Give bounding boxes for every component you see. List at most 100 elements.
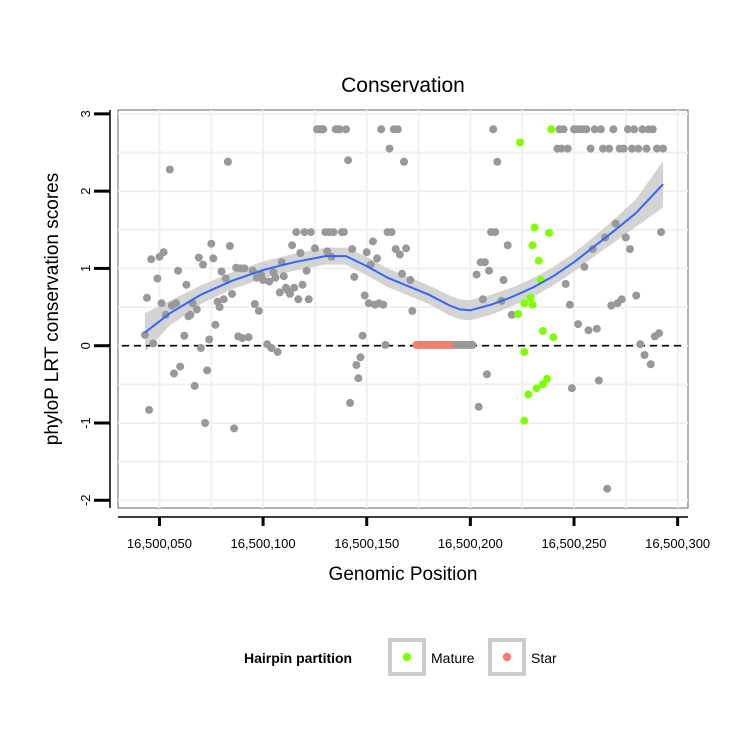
data-point-other <box>296 249 305 257</box>
data-point-mature <box>538 327 547 335</box>
data-point-other <box>482 370 491 379</box>
y-tick-label: 1 <box>78 265 93 272</box>
data-point-other <box>561 279 570 288</box>
y-axis-label: phyloP LRT conservation scores <box>42 173 63 446</box>
data-point-other <box>350 272 359 281</box>
data-point-other <box>356 353 365 362</box>
legend-marker-mature <box>402 652 412 662</box>
data-point-other <box>205 335 214 344</box>
data-point-other <box>559 125 568 134</box>
x-axis-label: Genomic Position <box>329 564 478 585</box>
data-point-other <box>567 384 576 393</box>
data-point-other <box>323 247 332 256</box>
data-point-other <box>368 237 377 246</box>
data-point-other <box>594 376 603 385</box>
data-point-other <box>265 277 274 286</box>
data-point-other <box>636 340 645 349</box>
data-point-mature <box>520 299 529 308</box>
data-point-other <box>143 293 151 302</box>
data-point-other <box>563 144 572 153</box>
legend-label-mature: Mature <box>431 650 475 666</box>
data-point-other <box>400 157 408 166</box>
data-point-other <box>503 241 512 250</box>
data-point-other <box>393 125 402 134</box>
data-point-other <box>468 340 477 349</box>
data-point-other <box>373 254 382 263</box>
data-point-other <box>638 125 647 134</box>
data-point-other <box>223 157 232 166</box>
data-point-mature <box>532 384 541 393</box>
data-point-other <box>302 266 311 275</box>
data-point-other <box>339 228 348 237</box>
data-point-other <box>250 300 259 308</box>
data-point-other <box>354 374 363 383</box>
x-axis: 16,500,050 16,500,100 16,500,150 16,500,200… <box>118 516 710 551</box>
data-point-other <box>574 320 583 329</box>
data-point-other <box>398 269 406 278</box>
data-point-other <box>176 362 185 371</box>
data-point-other <box>244 333 253 342</box>
data-point-other <box>485 266 493 275</box>
data-point-other <box>346 398 355 407</box>
plot-panel <box>117 109 689 509</box>
data-point-other <box>286 289 294 298</box>
data-point-other <box>557 144 566 153</box>
data-point-other <box>489 125 498 134</box>
data-point-other <box>306 228 315 237</box>
data-point-other <box>145 405 154 414</box>
data-point-other <box>165 165 174 174</box>
data-point-other <box>657 228 666 237</box>
data-point-other <box>632 291 641 300</box>
data-point-mature <box>520 416 529 425</box>
data-point-other <box>607 301 616 310</box>
data-point-other <box>211 320 220 329</box>
data-point-other <box>149 339 158 348</box>
data-point-other <box>157 299 166 308</box>
x-tick-label: 16,500,050 <box>127 536 192 551</box>
y-tick-label: 2 <box>78 188 93 195</box>
data-point-other <box>225 242 234 250</box>
y-tick-label: 3 <box>78 110 93 117</box>
chart-title: Conservation <box>341 74 465 97</box>
data-point-other <box>499 276 508 284</box>
y-tick-label: 0 <box>78 342 93 349</box>
data-point-other <box>364 299 373 308</box>
data-point-other <box>180 331 189 340</box>
data-point-other <box>238 334 247 342</box>
data-point-other <box>655 329 663 338</box>
data-point-other <box>273 347 282 356</box>
data-point-other <box>646 360 655 369</box>
data-point-other <box>358 331 367 340</box>
data-point-other <box>634 144 643 153</box>
data-point-other <box>395 250 404 259</box>
data-point-other <box>472 270 481 279</box>
data-point-other <box>221 274 230 283</box>
data-point-other <box>279 272 288 281</box>
data-point-other <box>310 244 319 253</box>
data-point-other <box>254 306 263 315</box>
data-point-other <box>196 344 205 352</box>
data-point-other <box>360 291 369 300</box>
data-point-other <box>406 276 415 284</box>
x-tick-label: 16,500,300 <box>645 536 710 551</box>
data-point-other <box>648 125 657 134</box>
data-point-mature <box>549 333 558 342</box>
x-tick-label: 16,500,250 <box>541 536 606 551</box>
data-point-other <box>626 245 634 254</box>
data-point-mature <box>528 300 537 309</box>
data-point-other <box>290 283 299 292</box>
data-point-other <box>621 233 630 242</box>
data-point-mature <box>520 347 529 356</box>
data-point-other <box>599 144 607 153</box>
data-point-other <box>586 144 595 153</box>
data-point-other <box>174 266 183 275</box>
data-point-other <box>215 303 224 312</box>
y-tick-label: -1 <box>78 417 93 429</box>
data-point-other <box>379 300 388 309</box>
data-point-other <box>642 144 651 153</box>
x-tick-label: 16,500,150 <box>334 536 399 551</box>
data-point-mature <box>516 138 525 147</box>
data-point-other <box>348 245 357 254</box>
data-point-other <box>207 239 216 248</box>
